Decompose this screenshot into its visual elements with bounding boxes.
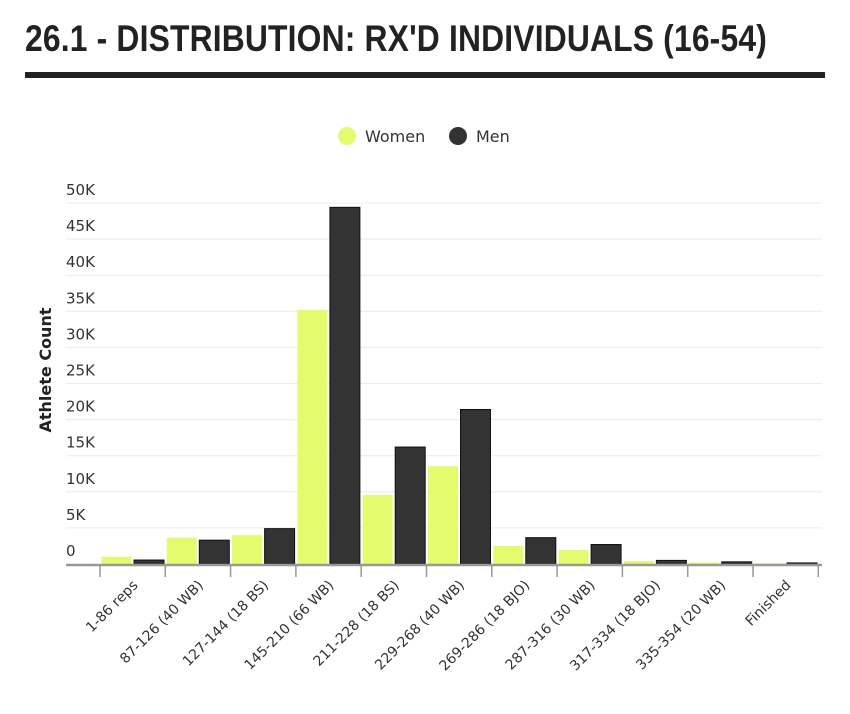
bar-men xyxy=(460,408,491,565)
bar-men xyxy=(133,559,165,565)
y-axis-ticks: 0 5K 10K 15K 20K 25K 30K 35K 40K 45K 50K xyxy=(66,181,96,560)
y-tick-label: 35K xyxy=(66,289,96,307)
bar-women xyxy=(558,549,589,564)
y-tick-label: 25K xyxy=(66,362,96,380)
bar-women xyxy=(166,537,197,564)
gridlines xyxy=(66,202,822,529)
bar-women xyxy=(101,556,132,564)
bar-men xyxy=(264,528,296,565)
legend: Women Men xyxy=(338,127,510,146)
bar-men xyxy=(590,544,622,565)
bar-women xyxy=(623,561,654,564)
bar-women xyxy=(754,563,785,564)
bar-women xyxy=(232,535,263,564)
bar-men xyxy=(329,206,361,565)
legend-label-men: Men xyxy=(476,127,510,146)
legend-label-women: Women xyxy=(365,127,425,146)
y-tick-label: 20K xyxy=(66,398,96,416)
bar-women xyxy=(362,495,393,564)
bars xyxy=(101,206,818,565)
y-tick-label: 30K xyxy=(66,325,96,343)
bar-men xyxy=(394,446,426,565)
y-tick-label: 0 xyxy=(66,542,76,560)
x-tick-label: 1-86 reps xyxy=(83,578,141,636)
bar-women xyxy=(297,309,328,564)
bar-women xyxy=(689,562,720,564)
chart-title: 26.1 - DISTRIBUTION: RX'D INDIVIDUALS (1… xyxy=(25,18,767,59)
y-tick-label: 5K xyxy=(66,506,87,524)
y-tick-label: 45K xyxy=(66,217,96,235)
y-tick-label: 15K xyxy=(66,434,96,452)
x-tick-label: Finished xyxy=(743,578,795,630)
title-underline xyxy=(25,72,825,78)
legend-swatch-women xyxy=(338,127,356,145)
bar-men xyxy=(721,561,753,565)
legend-swatch-men xyxy=(449,127,467,145)
bar-men xyxy=(198,539,230,565)
y-tick-label: 50K xyxy=(66,181,96,199)
bar-men xyxy=(655,559,687,565)
y-tick-label: 10K xyxy=(66,470,96,488)
bar-women xyxy=(493,545,524,564)
bar-men xyxy=(525,537,557,565)
y-axis-label: Athlete Count xyxy=(36,307,55,432)
bar-women xyxy=(428,466,458,564)
y-tick-label: 40K xyxy=(66,253,96,271)
